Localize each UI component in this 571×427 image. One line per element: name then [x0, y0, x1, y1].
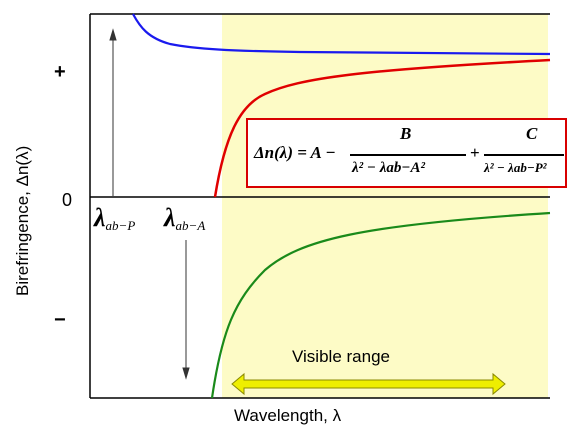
- equation-plus: +: [470, 143, 480, 162]
- negative-contribution-curve: [210, 211, 551, 399]
- x-axis-label: Wavelength, λ: [234, 406, 342, 425]
- marker-lambda-ab-a-symbol: λ: [163, 203, 176, 232]
- equation-box: Δn(λ) = A − B λ² − λab−A² + C λ² − λab−P…: [246, 118, 567, 188]
- term2-numerator: C: [526, 124, 538, 143]
- marker-lambda-ab-a: λab−A: [163, 203, 205, 233]
- total-birefringence-curve: [213, 58, 551, 198]
- lambda-ab-p-arrow: [109, 28, 117, 196]
- y-tick-minus: −: [54, 309, 66, 331]
- y-tick-plus: +: [54, 61, 66, 83]
- term1-numerator: B: [400, 124, 412, 143]
- visible-range-arrow: [231, 372, 506, 396]
- positive-contribution-curve: [132, 13, 551, 56]
- visible-range-band: [222, 14, 548, 398]
- term1-denominator: λ² − λab−A²: [352, 160, 425, 176]
- lambda-ab-a-arrow: [182, 240, 190, 380]
- y-axis-label: Birefringence, Δn(λ): [13, 146, 32, 296]
- term1-fraction-bar: [350, 154, 466, 156]
- equation-lhs: Δn(λ) = A −: [254, 143, 336, 162]
- y-tick-zero: 0: [62, 190, 72, 210]
- marker-lambda-ab-p-symbol: λ: [93, 203, 106, 232]
- term2-denominator: λ² − λab−P²: [484, 160, 547, 175]
- marker-lambda-ab-p: λab−P: [93, 203, 135, 233]
- term2-fraction-bar: [484, 154, 564, 156]
- marker-lambda-ab-p-subscript: ab−P: [106, 218, 136, 233]
- plot-frame: [89, 13, 550, 399]
- visible-range-label: Visible range: [292, 347, 390, 366]
- marker-lambda-ab-a-subscript: ab−A: [176, 218, 206, 233]
